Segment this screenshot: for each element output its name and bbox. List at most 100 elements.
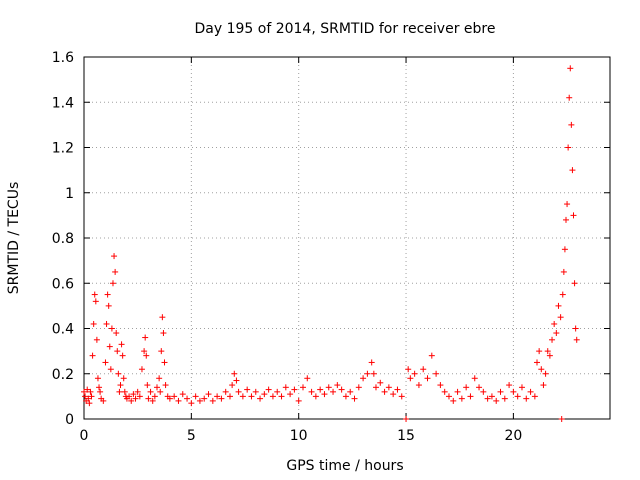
data-point — [488, 393, 495, 400]
data-point — [565, 144, 572, 151]
y-tick-label: 0.2 — [52, 367, 74, 383]
data-point — [196, 397, 203, 404]
data-points — [81, 65, 580, 422]
data-point — [450, 397, 457, 404]
data-point — [192, 393, 199, 400]
data-point — [573, 336, 580, 343]
data-point — [138, 366, 145, 373]
data-point — [291, 386, 298, 393]
data-point — [385, 384, 392, 391]
data-point — [96, 384, 103, 391]
data-point — [257, 395, 264, 402]
data-point — [103, 320, 110, 327]
data-point — [141, 348, 148, 355]
data-point — [226, 393, 233, 400]
data-point — [454, 388, 461, 395]
data-point — [553, 330, 560, 337]
data-point — [317, 386, 324, 393]
data-point — [278, 393, 285, 400]
data-point — [441, 388, 448, 395]
data-point — [471, 375, 478, 382]
data-point — [100, 397, 107, 404]
data-point — [102, 359, 109, 366]
data-point — [493, 397, 500, 404]
data-point — [561, 246, 568, 253]
x-tick-label: 15 — [397, 428, 415, 444]
data-point — [347, 388, 354, 395]
data-point — [84, 386, 91, 393]
data-point — [518, 384, 525, 391]
data-point — [171, 393, 178, 400]
data-point — [188, 400, 195, 407]
data-point — [115, 370, 122, 377]
data-point — [501, 395, 508, 402]
data-point — [334, 382, 341, 389]
data-point — [117, 382, 124, 389]
data-point — [119, 352, 126, 359]
data-point — [325, 384, 332, 391]
y-tick-label: 1.2 — [52, 141, 74, 157]
data-point — [411, 370, 418, 377]
data-point — [415, 382, 422, 389]
x-tick-label: 5 — [187, 428, 196, 444]
data-point — [145, 395, 152, 402]
data-point — [510, 388, 517, 395]
data-point — [274, 388, 281, 395]
data-point — [107, 366, 114, 373]
data-point — [121, 388, 128, 395]
data-point — [184, 395, 191, 402]
data-point — [571, 280, 578, 287]
data-point — [403, 416, 410, 422]
data-point — [136, 393, 143, 400]
data-point — [109, 280, 116, 287]
data-point — [153, 384, 160, 391]
data-point — [91, 291, 98, 298]
data-point — [269, 393, 276, 400]
data-point — [372, 384, 379, 391]
data-point — [484, 395, 491, 402]
data-point — [218, 395, 225, 402]
data-point — [355, 384, 362, 391]
data-point — [252, 388, 259, 395]
data-point — [120, 375, 127, 382]
data-point — [559, 291, 566, 298]
data-point — [394, 386, 401, 393]
data-point — [557, 314, 564, 321]
chart-title: Day 195 of 2014, SRMTID for receiver ebr… — [195, 21, 496, 37]
data-point — [166, 395, 173, 402]
y-tick-label: 1.4 — [52, 95, 74, 111]
data-point — [569, 167, 576, 174]
x-tick-label: 0 — [80, 428, 89, 444]
data-point — [312, 393, 319, 400]
data-point — [295, 397, 302, 404]
x-axis-title: GPS time / hours — [286, 458, 403, 474]
data-point — [209, 397, 216, 404]
data-point — [265, 386, 272, 393]
data-point — [92, 298, 99, 305]
data-point — [93, 336, 100, 343]
data-point — [480, 388, 487, 395]
data-point — [161, 359, 168, 366]
data-point — [248, 393, 255, 400]
data-point — [546, 352, 553, 359]
data-point — [175, 397, 182, 404]
data-point — [244, 386, 251, 393]
data-point — [437, 382, 444, 389]
y-axis-title: SRMTID / TECUs — [6, 182, 22, 295]
data-point — [149, 397, 156, 404]
data-point — [364, 370, 371, 377]
data-point — [338, 386, 345, 393]
data-point — [308, 388, 315, 395]
data-point — [564, 201, 571, 208]
data-point — [104, 291, 111, 298]
data-point — [536, 348, 543, 355]
y-tick-label: 1.6 — [52, 50, 74, 66]
data-point — [523, 395, 530, 402]
data-point — [160, 330, 167, 337]
data-point — [570, 212, 577, 219]
data-point — [201, 395, 208, 402]
data-point — [147, 388, 154, 395]
data-point — [527, 388, 534, 395]
x-tick-label: 10 — [290, 428, 308, 444]
